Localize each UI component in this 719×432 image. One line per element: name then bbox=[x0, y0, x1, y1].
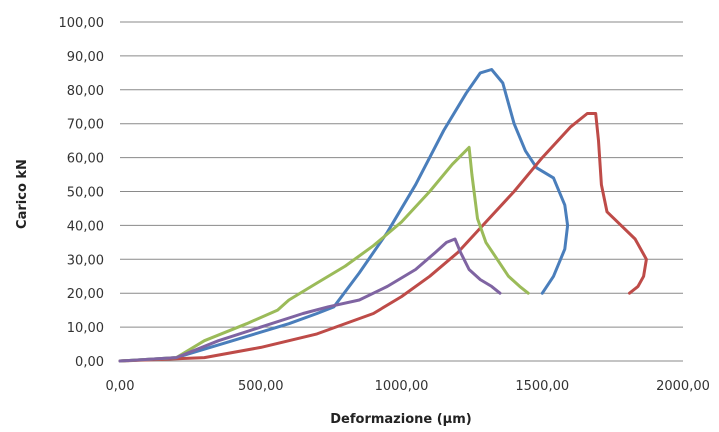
y-tick-label: 20,00 bbox=[67, 287, 104, 302]
y-axis-tick-labels: 0,00 10,00 20,00 30,00 40,00 50,00 60,00 70,00 8… bbox=[59, 16, 105, 370]
y-tick-label: 80,00 bbox=[67, 84, 104, 99]
series-line-2 bbox=[118, 112, 648, 363]
y-tick-label: 90,00 bbox=[67, 50, 104, 65]
y-tick-label: 10,00 bbox=[67, 321, 104, 336]
y-tick-label: 50,00 bbox=[67, 186, 104, 201]
data-series bbox=[118, 68, 648, 363]
x-axis-title: Deformazione (µm) bbox=[330, 412, 471, 427]
series-line-1 bbox=[118, 68, 570, 363]
y-tick-label: 100,00 bbox=[59, 16, 105, 31]
y-axis-title: Carico kN bbox=[15, 159, 30, 229]
y-tick-label: 0,00 bbox=[75, 355, 104, 370]
series-line-3 bbox=[118, 145, 530, 363]
x-tick-label: 1000,00 bbox=[375, 379, 429, 394]
x-tick-label: 500,00 bbox=[238, 379, 284, 394]
series-line-4 bbox=[118, 237, 502, 363]
y-tick-label: 70,00 bbox=[67, 118, 104, 133]
y-tick-label: 40,00 bbox=[67, 219, 104, 234]
x-tick-label: 1500,00 bbox=[515, 379, 569, 394]
grid-lines bbox=[120, 21, 683, 362]
x-axis-tick-labels: 0,00 500,00 1000,00 1500,00 2000,00 bbox=[106, 379, 710, 394]
x-tick-label: 2000,00 bbox=[656, 379, 710, 394]
y-tick-label: 60,00 bbox=[67, 152, 104, 167]
x-tick-label: 0,00 bbox=[106, 379, 135, 394]
y-tick-label: 30,00 bbox=[67, 253, 104, 268]
